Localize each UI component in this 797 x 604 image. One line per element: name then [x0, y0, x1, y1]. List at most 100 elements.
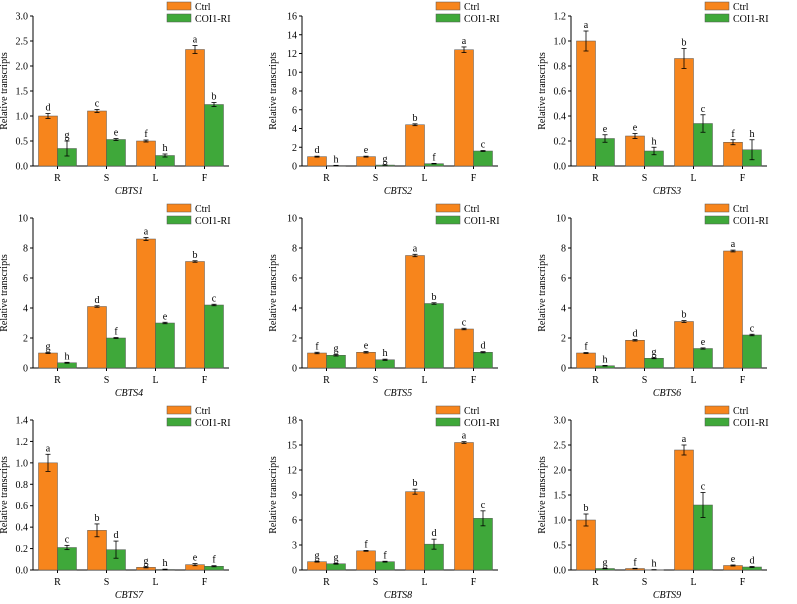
y-tick-label: 10 — [287, 214, 297, 225]
bar-ctrl-s — [356, 352, 376, 369]
legend-label-coi1: COI1-RI — [195, 14, 231, 25]
y-tick-label: 4 — [292, 304, 297, 315]
y-tick-label: 1.5 — [554, 491, 567, 502]
y-tick-label: 6 — [561, 274, 566, 285]
bar-coi1-f — [473, 352, 493, 369]
legend-swatch-coi1 — [704, 215, 730, 225]
y-axis-title: Relative transcripts — [0, 254, 10, 332]
y-axis-title: Relative transcripts — [537, 52, 548, 130]
significance-letter: g — [652, 347, 657, 358]
x-tick-label: R — [54, 577, 61, 588]
y-tick-label: 0 — [23, 364, 28, 375]
bar-ctrl-l — [674, 321, 694, 369]
chart-title: CBTS7 — [115, 590, 144, 601]
legend-label-ctrl: Ctrl — [195, 406, 211, 417]
significance-letter: f — [144, 129, 148, 140]
bar-coi1-r — [57, 547, 77, 571]
significance-letter: c — [212, 293, 217, 304]
legend-swatch-ctrl — [704, 203, 730, 213]
significance-letter: f — [584, 342, 588, 353]
x-tick-label: F — [740, 577, 746, 588]
x-tick-label: R — [323, 577, 330, 588]
y-tick-label: 6 — [292, 105, 297, 116]
x-tick-label: S — [104, 577, 110, 588]
significance-letter: h — [750, 129, 755, 140]
bar-ctrl-s — [625, 340, 645, 369]
significance-letter: d — [114, 530, 119, 541]
significance-letter: b — [682, 310, 687, 321]
significance-letter: a — [413, 243, 418, 254]
y-tick-label: 1.0 — [554, 516, 567, 527]
legend-swatch-coi1 — [435, 215, 461, 225]
legend-swatch-ctrl — [166, 203, 192, 213]
x-tick-label: R — [54, 173, 61, 184]
y-tick-label: 0.6 — [16, 501, 29, 512]
y-tick-label: 10 — [18, 214, 28, 225]
x-tick-label: R — [592, 577, 599, 588]
legend-label-ctrl: Ctrl — [195, 204, 211, 215]
legend-label-coi1: COI1-RI — [464, 418, 500, 429]
significance-letter: f — [315, 341, 319, 352]
y-tick-label: 18 — [287, 416, 297, 427]
significance-letter: c — [701, 482, 706, 493]
chart-panel-cbts5: 0 2 4 6 8 10 Relative transcripts Rf g Se h La b Fc d C… — [268, 203, 500, 399]
chart-panel-cbts8: 0 3 6 9 12 15 18 Relative transcripts Rg g Sf f Lb d F… — [268, 405, 500, 601]
significance-letter: d — [481, 341, 486, 352]
significance-letter: h — [163, 558, 168, 569]
legend-swatch-ctrl — [704, 1, 730, 11]
chart-panel-cbts6: 0 2 4 6 8 10 Relative transcripts Rf h Sd g Lb e Fa c C… — [537, 203, 769, 399]
legend-label-coi1: COI1-RI — [733, 418, 769, 429]
legend-swatch-coi1 — [166, 215, 192, 225]
significance-letter: g — [144, 556, 149, 567]
chart-title: CBTS6 — [653, 388, 681, 399]
chart-panel-cbts3: 0.0 0.2 0.4 0.6 0.8 1.0 1.2 Relative transcript… — [537, 1, 769, 197]
legend-swatch-ctrl — [704, 405, 730, 415]
bar-ctrl-l — [405, 255, 425, 369]
bar-ctrl-f — [185, 261, 205, 369]
bar-ctrl-l — [136, 238, 156, 369]
x-tick-label: L — [421, 577, 427, 588]
y-tick-label: 4 — [292, 124, 297, 135]
bar-ctrl-r — [576, 352, 596, 369]
chart-title: CBTS5 — [384, 388, 412, 399]
bar-ctrl-f — [185, 49, 205, 167]
significance-letter: e — [163, 311, 168, 322]
bar-ctrl-r — [38, 462, 58, 571]
significance-letter: g — [315, 550, 320, 561]
significance-letter: c — [95, 99, 100, 110]
legend-label-ctrl: Ctrl — [733, 406, 749, 417]
significance-letter: a — [731, 239, 736, 250]
y-axis-title: Relative transcripts — [0, 52, 10, 130]
y-tick-label: 12 — [287, 466, 297, 477]
significance-letter: e — [364, 145, 369, 156]
x-tick-label: S — [373, 375, 379, 386]
y-tick-label: 2.0 — [16, 62, 29, 73]
bar-ctrl-r — [307, 352, 327, 369]
y-tick-label: 0.0 — [16, 162, 29, 173]
y-tick-label: 0 — [292, 364, 297, 375]
x-tick-label: R — [323, 173, 330, 184]
bar-coi1-s — [375, 561, 395, 571]
x-tick-label: F — [740, 173, 746, 184]
y-tick-label: 6 — [23, 274, 28, 285]
significance-letter: g — [383, 154, 388, 165]
y-tick-label: 1.0 — [554, 37, 567, 48]
y-tick-label: 15 — [287, 441, 297, 452]
x-tick-label: L — [690, 375, 696, 386]
significance-letter: h — [163, 143, 168, 154]
significance-letter: a — [462, 431, 467, 442]
legend-swatch-coi1 — [704, 417, 730, 427]
y-tick-label: 2 — [292, 143, 297, 154]
significance-letter: d — [432, 528, 437, 539]
bar-coi1-r — [326, 563, 346, 571]
significance-letter: f — [364, 539, 368, 550]
significance-letter: a — [682, 434, 687, 445]
bar-coi1-l — [693, 348, 713, 369]
bar-coi1-l — [155, 322, 175, 369]
y-tick-label: 0.2 — [16, 544, 29, 555]
x-tick-label: L — [152, 577, 158, 588]
y-tick-label: 4 — [561, 304, 566, 315]
y-tick-label: 0.0 — [554, 162, 567, 173]
bar-coi1-s — [106, 139, 126, 167]
legend-swatch-ctrl — [166, 1, 192, 11]
